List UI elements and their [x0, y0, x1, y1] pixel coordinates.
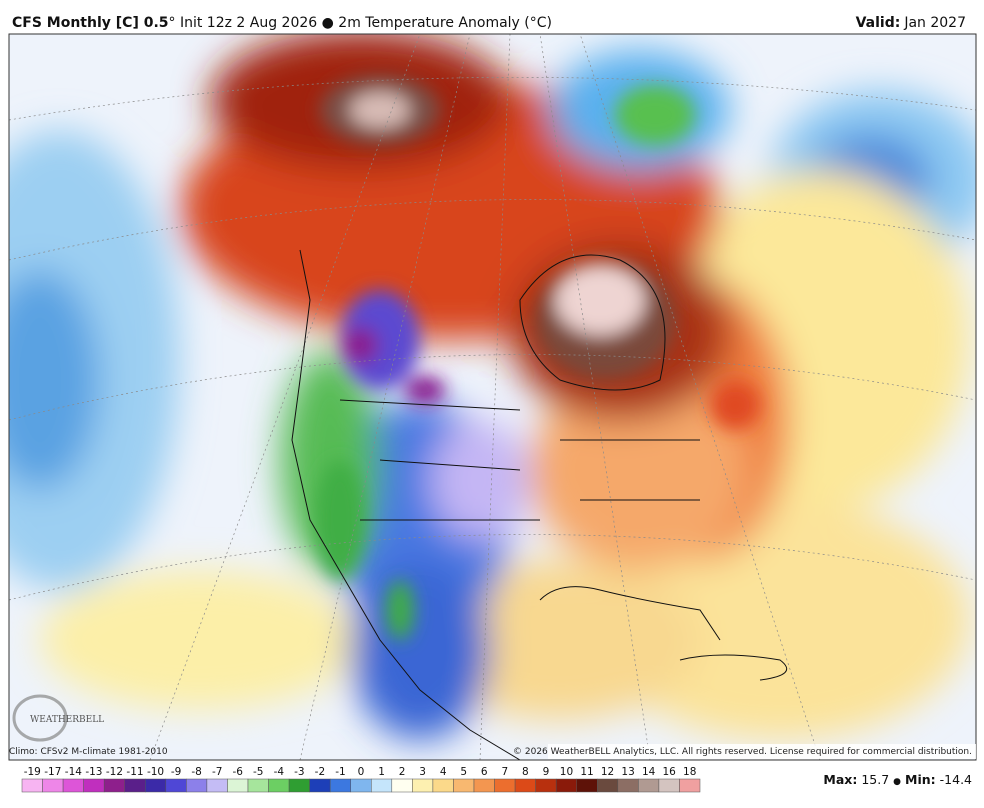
colorbar-label: -5: [253, 766, 263, 778]
colorbar-label: 7: [501, 766, 508, 778]
colorbar-swatch: [514, 778, 536, 793]
colorbar-label: 5: [460, 766, 467, 778]
colorbar-swatch: [453, 778, 475, 793]
colorbar-label: -9: [171, 766, 181, 778]
colorbar-label: 9: [543, 766, 550, 778]
colorbar-label: -10: [147, 766, 164, 778]
climo: Climo: CFSv2 M-climate 1981-2010: [9, 747, 168, 757]
colorbar-swatch: [412, 778, 434, 793]
colorbar-label: -3: [294, 766, 304, 778]
colorbar-label: 1: [378, 766, 385, 778]
colorbar-swatch: [329, 778, 351, 793]
max-value: 15.7: [861, 772, 889, 787]
colorbar-label: -19: [24, 766, 41, 778]
colorbar-swatch: [535, 778, 557, 793]
valid-value: Jan 2027: [903, 15, 966, 31]
colorbar-label: 12: [601, 766, 614, 778]
colorbar-swatch: [83, 778, 105, 793]
colorbar-label: -6: [232, 766, 243, 778]
valid: Valid: Jan 2027: [856, 15, 966, 31]
colorbar-swatch: [391, 778, 413, 793]
colorbar-label: -17: [44, 766, 61, 778]
colorbar-label: -8: [191, 766, 201, 778]
map: WEATHERBELL: [9, 34, 976, 760]
colorbar-swatch: [432, 778, 454, 793]
colorbar-label: 8: [522, 766, 529, 778]
colorbar-swatch: [247, 778, 269, 793]
colorbar-label: 6: [481, 766, 488, 778]
colorbar-swatch: [371, 778, 393, 793]
colorbar-label: -4: [274, 766, 285, 778]
min-value: -14.4: [940, 772, 972, 787]
max-label: Max:: [823, 772, 857, 787]
colorbar-label: -7: [212, 766, 222, 778]
colorbar-swatch: [103, 778, 125, 793]
colorbar-swatch: [576, 778, 598, 793]
colorbar-label: 10: [560, 766, 573, 778]
colorbar-swatch: [124, 778, 146, 793]
colorbar-swatch: [288, 778, 310, 793]
colorbar-swatch: [597, 778, 619, 793]
title-rest: ° Init 12z 2 Aug 2026 ● 2m Temperature A…: [169, 15, 552, 31]
colorbar-label: -11: [126, 766, 143, 778]
colorbar: -19 -17 -14 -13 -12 -11 -10 -9 -8 -7 -6 -5 -4 -3 -2 -1 0…: [21, 766, 701, 793]
min-label: Min:: [905, 772, 936, 787]
colorbar-swatch: [21, 778, 43, 793]
logo: WEATHERBELL: [12, 694, 104, 742]
colorbar-swatch: [62, 778, 84, 793]
colorbar-label: 4: [440, 766, 447, 778]
colorbar-label: 14: [642, 766, 656, 778]
colorbar-label: 13: [621, 766, 634, 778]
colorbar-label: -2: [315, 766, 325, 778]
colorbar-label: -1: [335, 766, 345, 778]
colorbar-swatch: [145, 778, 167, 793]
colorbar-swatch: [679, 778, 701, 793]
colorbar-swatch: [494, 778, 516, 793]
colorbar-label: 2: [399, 766, 406, 778]
colorbar-label: 16: [662, 766, 676, 778]
colorbar-swatch: [555, 778, 577, 793]
colorbar-swatch: [309, 778, 331, 793]
title-bold: CFS Monthly [C] 0.5: [12, 15, 169, 31]
colorbar-label: 18: [683, 766, 696, 778]
separator: ●: [893, 777, 901, 787]
colorbar-label: -12: [106, 766, 123, 778]
colorbar-label: 3: [419, 766, 426, 778]
colorbar-swatch: [227, 778, 249, 793]
colorbar-swatch: [186, 778, 208, 793]
title: CFS Monthly [C] 0.5° Init 12z 2 Aug 2026…: [12, 15, 552, 31]
colorbar-swatch: [268, 778, 290, 793]
colorbar-label: -14: [65, 766, 82, 778]
copyright: © 2026 WeatherBELL Analytics, LLC. All r…: [513, 747, 972, 757]
colorbar-swatch: [617, 778, 639, 793]
colorbar-swatch: [165, 778, 187, 793]
colorbar-swatch: [473, 778, 495, 793]
colorbar-swatch: [206, 778, 228, 793]
colorbar-swatch: [42, 778, 64, 793]
colorbar-swatch: [658, 778, 680, 793]
valid-label: Valid:: [856, 15, 901, 31]
colorbar-label: 11: [580, 766, 593, 778]
colorbar-swatch: [350, 778, 372, 793]
max-min: Max: 15.7 ● Min: -14.4: [823, 772, 972, 787]
colorbar-label: 0: [358, 766, 365, 778]
colorbar-swatch: [638, 778, 660, 793]
logo-text: WEATHERBELL: [30, 715, 104, 725]
colorbar-label: -13: [85, 766, 102, 778]
